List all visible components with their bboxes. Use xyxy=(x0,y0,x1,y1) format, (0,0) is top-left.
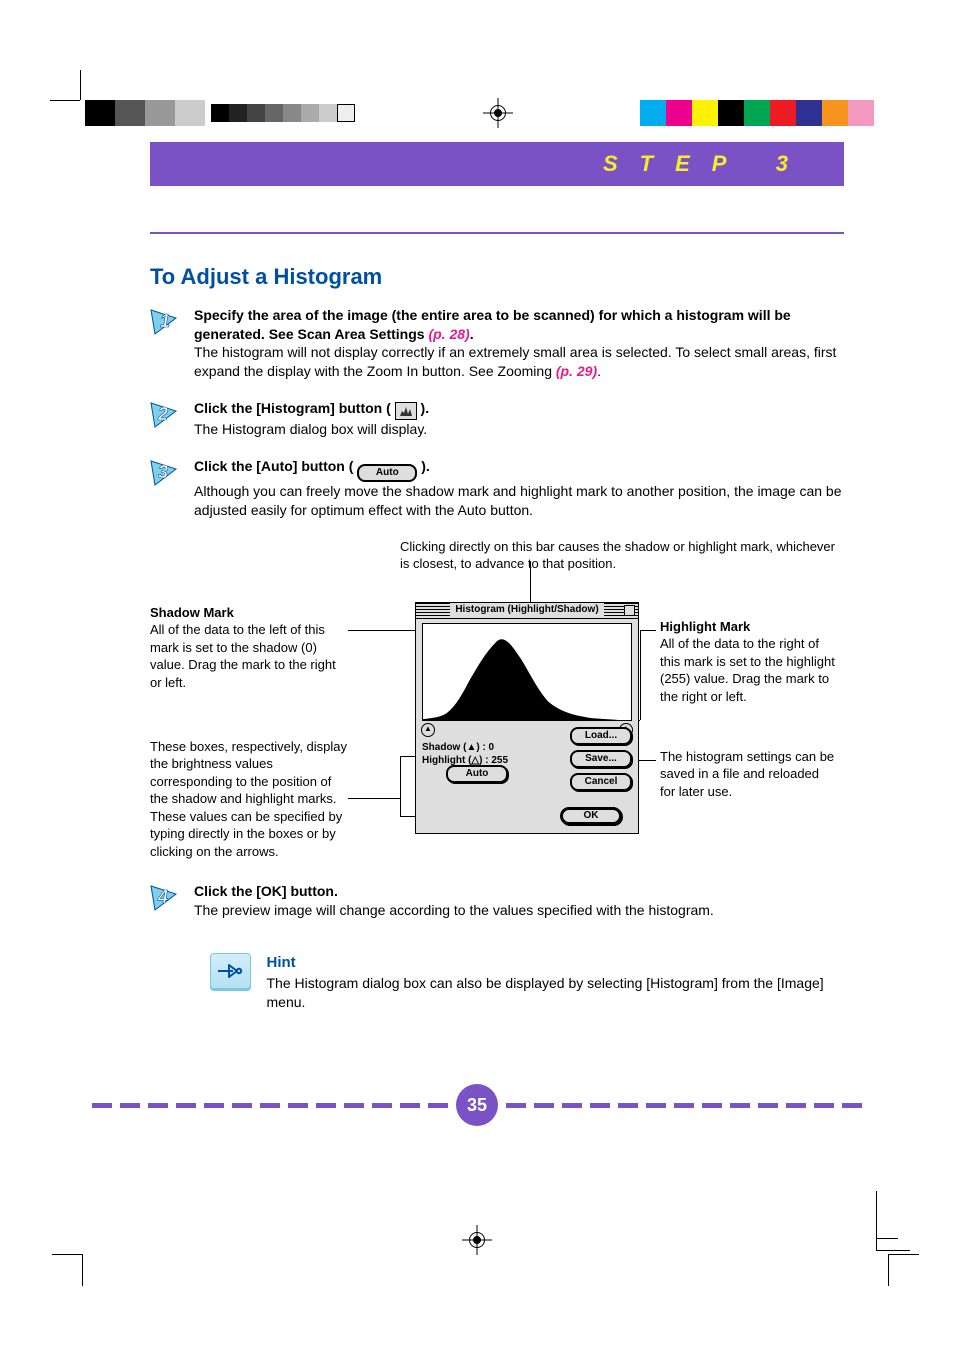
step-number-1-icon: 1 xyxy=(150,306,184,341)
load-button[interactable]: Load... xyxy=(570,727,632,745)
histogram-toolbar-icon xyxy=(395,402,417,420)
svg-text:4: 4 xyxy=(157,887,168,907)
step-2: 2 Click the [Histogram] button ( ). The … xyxy=(150,399,844,439)
close-icon[interactable] xyxy=(624,605,635,616)
step-1: 1 Specify the area of the image (the ent… xyxy=(150,306,844,382)
crop-guide xyxy=(876,1191,898,1239)
callout-highlight-heading: Highlight Mark xyxy=(660,619,750,634)
callout-leader-top xyxy=(530,562,531,604)
step-2-bold: Click the [Histogram] button ( xyxy=(194,400,395,416)
step-3-bold: Click the [Auto] button ( xyxy=(194,458,357,474)
svg-text:2: 2 xyxy=(157,404,168,424)
step-4: 4 Click the [OK] button. The preview ima… xyxy=(150,882,844,920)
step-1-text-a: The histogram will not display correctly… xyxy=(194,344,836,379)
step-number-2-icon: 2 xyxy=(150,399,184,434)
cancel-button[interactable]: Cancel xyxy=(570,773,632,791)
auto-button[interactable]: Auto xyxy=(446,765,508,783)
step-banner: STEP 3 xyxy=(150,142,844,186)
crop-mark-bottom-right xyxy=(879,1246,919,1286)
step-2-text: The Histogram dialog box will display. xyxy=(194,421,427,437)
histogram-window: Histogram (Highlight/Shadow) Shadow (▲) … xyxy=(415,602,639,834)
hint-text: The Histogram dialog box can also be dis… xyxy=(267,975,824,1010)
step-4-text: The preview image will change according … xyxy=(194,902,714,918)
svg-text:3: 3 xyxy=(158,462,168,482)
callout-highlight-text: All of the data to the right of this mar… xyxy=(660,636,835,704)
svg-text:1: 1 xyxy=(160,311,170,331)
step-3: 3 Click the [Auto] button ( Auto ). Alth… xyxy=(150,457,844,520)
leader-line xyxy=(348,798,400,799)
leader-line xyxy=(348,630,416,631)
step-number-3-icon: 3 xyxy=(150,457,184,492)
section-rule xyxy=(150,232,844,234)
callout-shadow-heading: Shadow Mark xyxy=(150,605,234,620)
leader-line xyxy=(400,756,401,816)
auto-inline-button-icon: Auto xyxy=(357,464,417,482)
histogram-diagram: Clicking directly on this bar causes the… xyxy=(150,538,844,878)
page-ref-29[interactable]: (p. 29) xyxy=(556,363,597,379)
histogram-window-title: Histogram (Highlight/Shadow) xyxy=(450,603,603,617)
step-2-bold-end: ). xyxy=(417,400,429,416)
save-button[interactable]: Save... xyxy=(570,750,632,768)
histogram-graph[interactable] xyxy=(422,623,632,721)
step-1-bold-b: . xyxy=(470,326,474,342)
hint-block: Hint The Histogram dialog box can also b… xyxy=(210,953,844,1011)
callout-bar-click: Clicking directly on this bar causes the… xyxy=(400,538,844,573)
section-heading: To Adjust a Histogram xyxy=(150,262,844,292)
registration-mark-bottom xyxy=(0,1229,954,1251)
leader-line xyxy=(640,630,656,631)
ok-button[interactable]: OK xyxy=(560,807,622,825)
callout-save-text: The histogram settings can be saved in a… xyxy=(660,749,834,799)
callout-shadow-text: All of the data to the left of this mark… xyxy=(150,622,336,690)
callout-boxes-text: These boxes, respectively, display the b… xyxy=(150,739,347,859)
histogram-titlebar[interactable]: Histogram (Highlight/Shadow) xyxy=(416,603,638,619)
shadow-mark-handle[interactable] xyxy=(421,723,435,737)
step-1-bold-a: Specify the area of the image (the entir… xyxy=(194,307,791,342)
page-number: 35 xyxy=(456,1084,498,1126)
hint-heading: Hint xyxy=(267,954,296,971)
step-3-bold-end: ). xyxy=(417,458,429,474)
page-ref-28[interactable]: (p. 28) xyxy=(428,326,469,342)
step-3-text: Although you can freely move the shadow … xyxy=(194,483,842,518)
leader-line xyxy=(640,630,641,720)
shadow-value-label: Shadow (▲) : 0 xyxy=(422,741,494,755)
hint-icon xyxy=(210,953,251,989)
step-1-text-b: . xyxy=(597,363,601,379)
step-banner-label: STEP 3 xyxy=(603,149,810,179)
step-4-bold: Click the [OK] button. xyxy=(194,883,338,899)
crop-mark-bottom-left xyxy=(52,1246,92,1286)
step-number-4-icon: 4 xyxy=(150,882,184,917)
registration-mark-icon xyxy=(487,102,509,124)
print-swatch-row xyxy=(0,100,954,126)
page-indicator: 35 xyxy=(0,1084,954,1126)
